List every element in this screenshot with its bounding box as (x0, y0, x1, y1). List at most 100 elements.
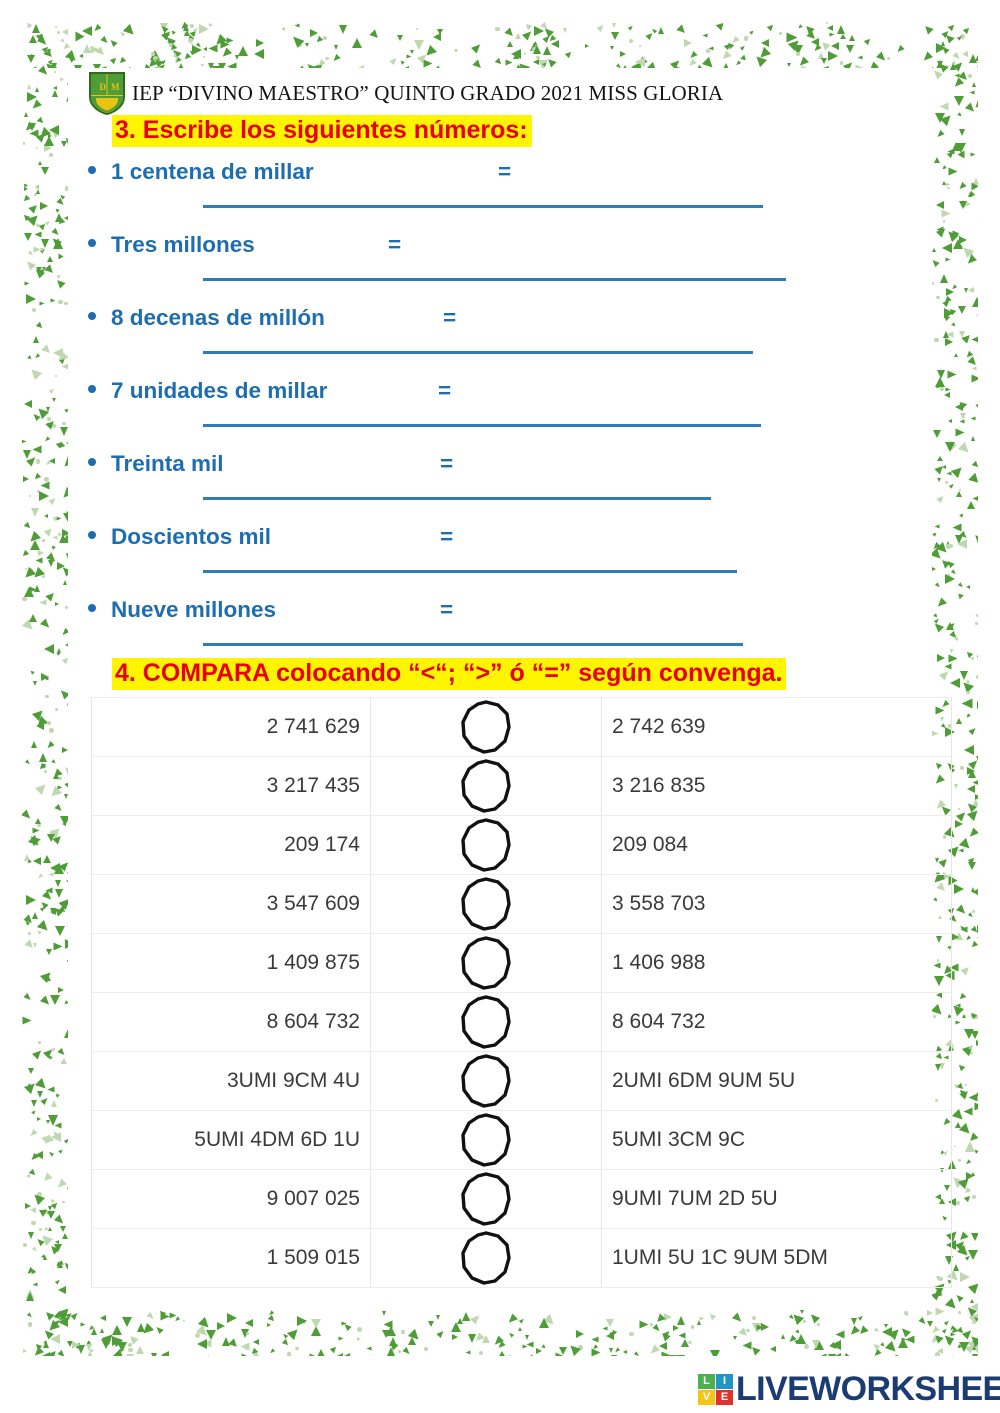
shield-icon: D M (89, 72, 125, 115)
answer-line[interactable] (203, 351, 753, 354)
comparison-circle-icon[interactable] (460, 817, 512, 873)
compare-answer-cell[interactable] (370, 697, 602, 757)
question-label: 1 centena de millar (111, 159, 314, 184)
question-row: 7 unidades de millar = (88, 366, 918, 404)
list-item: 8 decenas de millón = (88, 293, 918, 366)
comparison-circle-icon[interactable] (460, 876, 512, 932)
compare-answer-cell[interactable] (370, 756, 602, 816)
comparison-circle-icon[interactable] (460, 935, 512, 991)
compare-left-value: 9 007 025 (91, 1169, 371, 1229)
section3-heading-wrap: 3. Escribe los siguientes números: (112, 115, 918, 147)
comparison-circle-icon[interactable] (460, 1112, 512, 1168)
comparison-circle-icon[interactable] (460, 994, 512, 1050)
compare-right-value: 3 216 835 (601, 756, 952, 816)
compare-answer-cell[interactable] (370, 1228, 602, 1288)
comparison-circle-icon[interactable] (460, 758, 512, 814)
question-label: Doscientos mil (111, 524, 272, 549)
border-band-left (22, 22, 68, 1356)
comparison-circle-icon[interactable] (460, 1171, 512, 1227)
compare-right-value: 5UMI 3CM 9C (601, 1110, 952, 1170)
equals-sign: = (440, 597, 454, 622)
question-label: 7 unidades de millar (111, 378, 328, 403)
comparison-circle-icon[interactable] (460, 1230, 512, 1286)
table-row: 209 174 209 084 (91, 815, 952, 875)
answer-line[interactable] (203, 424, 761, 427)
compare-answer-cell[interactable] (370, 1110, 602, 1170)
table-row: 5UMI 4DM 6D 1U 5UMI 3CM 9C (91, 1110, 952, 1170)
list-item: Nueve millones = (88, 585, 918, 658)
school-header: D M IEP “DIVINO MAESTRO” QUINTO GRADO 20… (88, 71, 918, 115)
compare-answer-cell[interactable] (370, 815, 602, 875)
answer-line[interactable] (203, 643, 743, 646)
table-row: 2 741 629 2 742 639 (91, 697, 952, 757)
school-title: IEP “DIVINO MAESTRO” QUINTO GRADO 2021 M… (132, 80, 724, 105)
worksheet-content: D M IEP “DIVINO MAESTRO” QUINTO GRADO 20… (88, 71, 952, 1288)
border-band-top (22, 22, 978, 68)
compare-left-value: 3UMI 9CM 4U (91, 1051, 371, 1111)
table-row: 1 509 015 1UMI 5U 1C 9UM 5DM (91, 1228, 952, 1288)
question-row: Tres millones = (88, 220, 918, 258)
compare-left-value: 1 509 015 (91, 1228, 371, 1288)
compare-right-value: 209 084 (601, 815, 952, 875)
question-row: 1 centena de millar = (88, 147, 918, 185)
question-label: 8 decenas de millón (111, 305, 325, 330)
section4-heading: 4. COMPARA colocando “<“; “>” ó “=” segú… (112, 658, 787, 690)
compare-left-value: 2 741 629 (91, 697, 371, 757)
bullet-icon (88, 531, 96, 539)
list-item: Treinta mil = (88, 439, 918, 512)
bullet-icon (88, 385, 96, 393)
equals-sign: = (388, 232, 402, 257)
answer-line[interactable] (203, 497, 711, 500)
section3-heading: 3. Escribe los siguientes números: (112, 115, 532, 147)
compare-answer-cell[interactable] (370, 992, 602, 1052)
table-row: 8 604 732 8 604 732 (91, 992, 952, 1052)
compare-right-value: 2 742 639 (601, 697, 952, 757)
bullet-icon (88, 166, 96, 174)
compare-right-value: 3 558 703 (601, 874, 952, 934)
compare-left-value: 3 547 609 (91, 874, 371, 934)
question-label: Tres millones (111, 232, 255, 257)
equals-sign: = (440, 451, 454, 476)
question-row: Nueve millones = (88, 585, 918, 623)
compare-right-value: 2UMI 6DM 9UM 5U (601, 1051, 952, 1111)
equals-sign: = (498, 159, 512, 184)
list-item: 7 unidades de millar = (88, 366, 918, 439)
table-row: 3UMI 9CM 4U 2UMI 6DM 9UM 5U (91, 1051, 952, 1111)
answer-line[interactable] (203, 205, 763, 208)
question-row: 8 decenas de millón = (88, 293, 918, 331)
liveworksheets-wordmark: LIVEWORKSHEETS (736, 1370, 1000, 1408)
compare-answer-cell[interactable] (370, 933, 602, 993)
logo-letter-v: V (698, 1389, 715, 1405)
table-row: 3 547 609 3 558 703 (91, 874, 952, 934)
logo-letter-l: L (698, 1373, 715, 1389)
compare-left-value: 8 604 732 (91, 992, 371, 1052)
bullet-icon (88, 604, 96, 612)
compare-left-value: 5UMI 4DM 6D 1U (91, 1110, 371, 1170)
question-row: Doscientos mil = (88, 512, 918, 550)
list-item: Doscientos mil = (88, 512, 918, 585)
school-crest-icon: D M (88, 71, 126, 115)
bullet-icon (88, 458, 96, 466)
svg-text:M: M (111, 82, 120, 92)
answer-line[interactable] (203, 570, 737, 573)
compare-answer-cell[interactable] (370, 1169, 602, 1229)
liveworksheets-logo: L I V E LIVEWORKSHEETS (698, 1372, 1000, 1406)
compare-answer-cell[interactable] (370, 1051, 602, 1111)
answer-line[interactable] (203, 278, 786, 281)
table-row: 1 409 875 1 406 988 (91, 933, 952, 993)
comparison-circle-icon[interactable] (460, 1053, 512, 1109)
compare-right-value: 1 406 988 (601, 933, 952, 993)
table-row: 9 007 025 9UMI 7UM 2D 5U (91, 1169, 952, 1229)
comparison-circle-icon[interactable] (460, 699, 512, 755)
border-band-bottom (22, 1310, 978, 1356)
svg-text:D: D (100, 82, 107, 92)
logo-letter-e: E (716, 1389, 733, 1405)
list-item: 1 centena de millar = (88, 147, 918, 220)
number-writing-list: 1 centena de millar = Tres millones = 8 dece… (88, 147, 918, 658)
bullet-icon (88, 312, 96, 320)
compare-answer-cell[interactable] (370, 874, 602, 934)
border-band-right (932, 22, 978, 1356)
list-item: Tres millones = (88, 220, 918, 293)
question-label: Nueve millones (111, 597, 277, 622)
section4-heading-wrap: 4. COMPARA colocando “<“; “>” ó “=” segú… (112, 658, 918, 690)
